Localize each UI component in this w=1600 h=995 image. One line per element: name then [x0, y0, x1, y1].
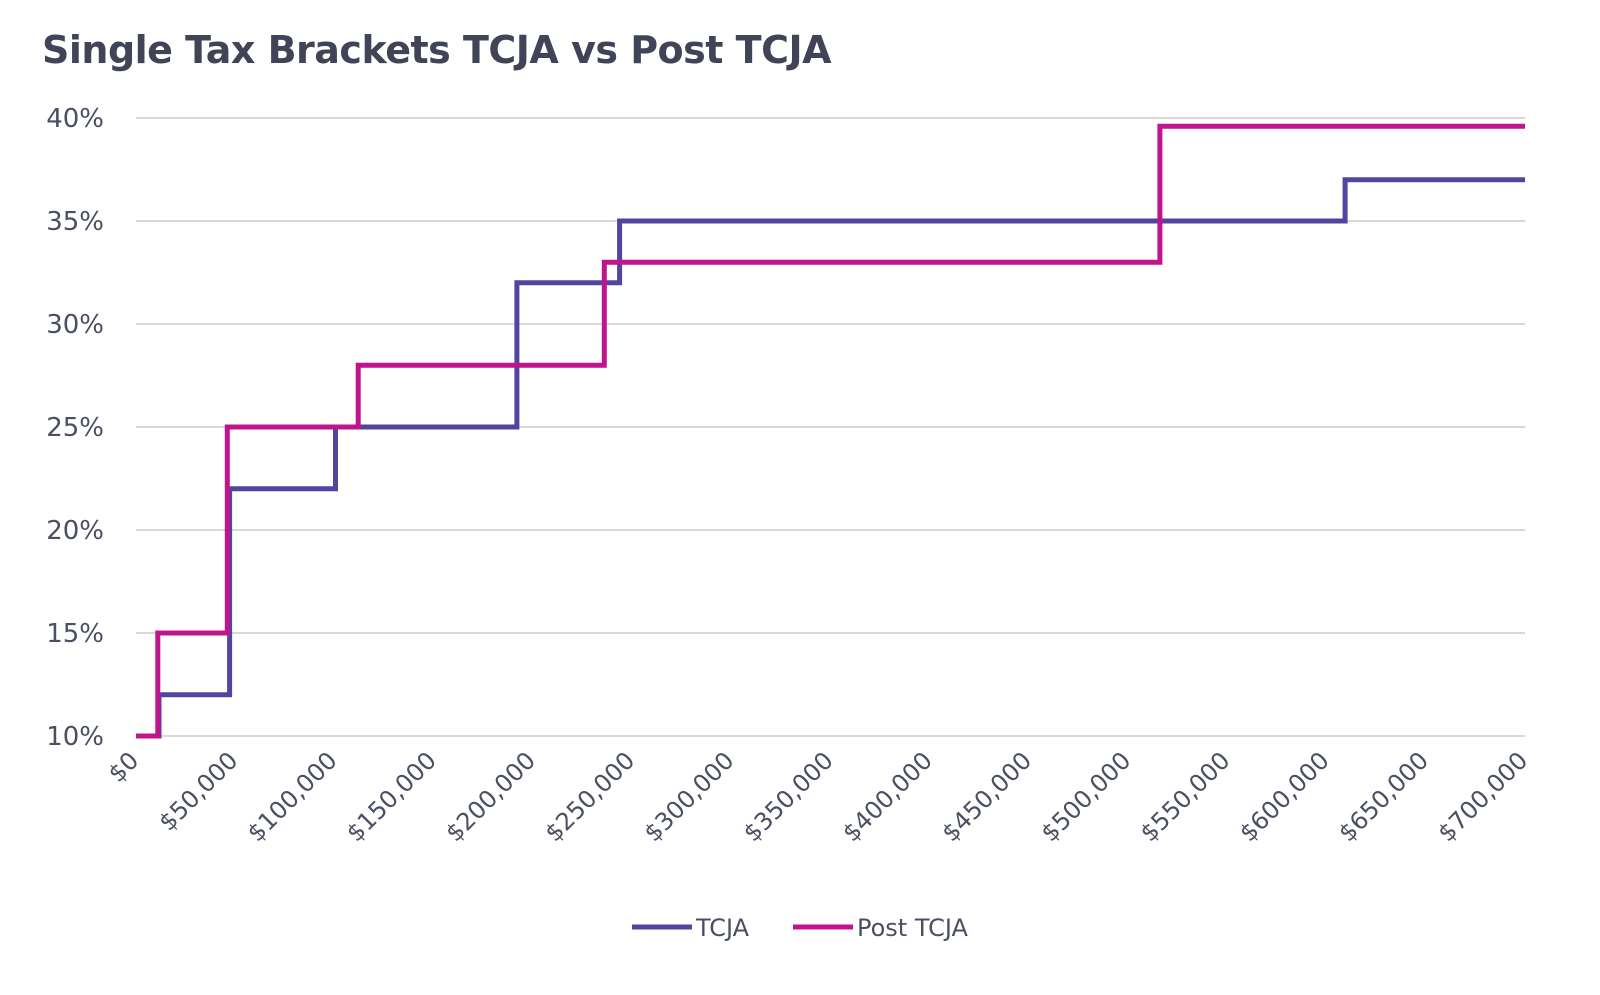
x-tick-label: $450,000 [936, 746, 1037, 847]
x-tick-label: $350,000 [738, 746, 839, 847]
x-tick-label: $50,000 [153, 746, 243, 836]
x-tick-label: $650,000 [1333, 746, 1434, 847]
y-axis-tick-labels: 10% 15% 20% 25% 30% 35% 40% [46, 104, 104, 752]
x-tick-label: $300,000 [639, 746, 740, 847]
y-tick-label: 25% [46, 413, 104, 443]
x-tick-label: $400,000 [837, 746, 938, 847]
x-tick-label: $550,000 [1135, 746, 1236, 847]
y-tick-label: 15% [46, 619, 104, 649]
x-tick-label: $100,000 [242, 746, 343, 847]
y-tick-label: 30% [46, 310, 104, 340]
series-line-post-tcja [136, 123, 1525, 739]
chart-title: Single Tax Brackets TCJA vs Post TCJA [42, 28, 832, 72]
y-tick-label: 20% [46, 516, 104, 546]
legend-label: Post TCJA [857, 914, 969, 942]
x-tick-label: $0 [103, 746, 144, 787]
x-axis-tick-labels: $0 $50,000$100,000$150,000$200,000$250,00… [103, 746, 1533, 847]
x-tick-label: $700,000 [1432, 746, 1533, 847]
legend: TCJA Post TCJA [632, 914, 969, 942]
x-tick-label: $200,000 [440, 746, 541, 847]
series-lines [136, 123, 1525, 739]
y-tick-label: 40% [46, 104, 104, 134]
y-tick-label: 10% [46, 722, 104, 752]
y-tick-label: 35% [46, 207, 104, 237]
legend-label: TCJA [695, 914, 750, 942]
x-tick-label: $500,000 [1036, 746, 1137, 847]
series-line-tcja [136, 177, 1525, 739]
x-tick-label: $600,000 [1234, 746, 1335, 847]
x-tick-label: $250,000 [540, 746, 641, 847]
x-tick-label: $150,000 [341, 746, 442, 847]
